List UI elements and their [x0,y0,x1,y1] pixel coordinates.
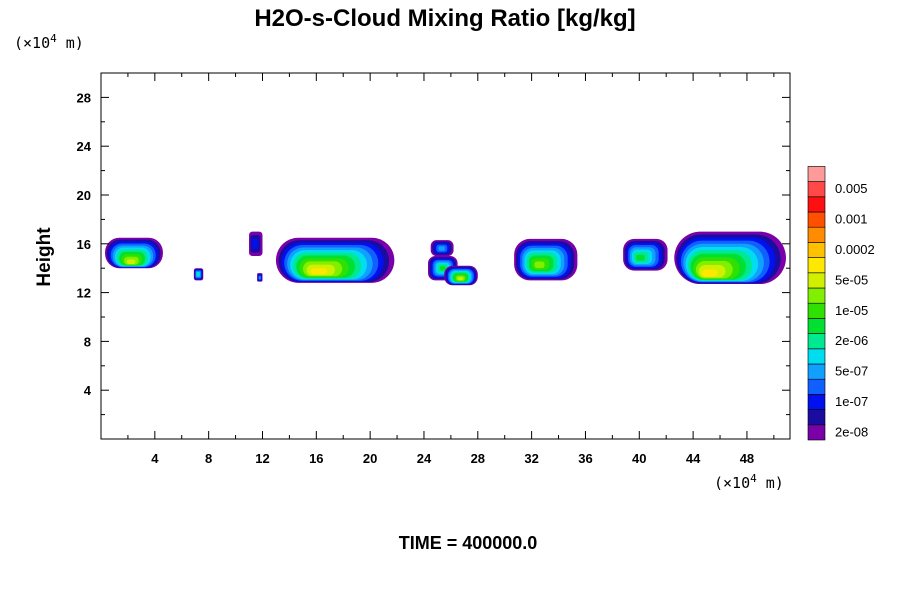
cloud-patch [444,265,478,286]
x-unit-label: (×104 m) [714,472,784,492]
plot-frame [100,72,791,440]
contour-band [252,238,258,249]
legend-label: 2e-08 [835,424,868,439]
x-tick-label: 20 [363,451,377,466]
contour-band [197,273,200,276]
legend-swatch [807,242,826,258]
x-tick-label: 32 [524,451,538,466]
legend-label: 0.005 [835,181,868,196]
cloud-patch [275,237,395,283]
legend-swatch [807,348,826,365]
cloud-patch [193,268,204,281]
y-tick-label: 8 [84,334,91,349]
legend-swatch [807,318,826,334]
contour-band [310,268,328,275]
contour-band [534,261,545,269]
cloud-field-layer [105,231,786,286]
legend-swatch [807,211,826,228]
contour-band [440,265,446,271]
y-tick-label: 4 [84,383,92,398]
cloud-patch [249,231,263,256]
x-tick-label: 8 [205,451,212,466]
x-tick-label: 12 [255,451,269,466]
contour-band [702,269,718,277]
legend-swatch [807,409,826,426]
y-tick-label: 24 [77,139,92,154]
y-tick-label: 12 [77,286,91,301]
contour-band [438,246,445,251]
legend-swatch [807,333,826,350]
x-tick-label: 28 [471,451,485,466]
legend-swatch [807,424,826,441]
cloud-patch [105,237,163,269]
x-tick-label: 4 [151,451,159,466]
legend-swatch [807,181,826,198]
legend-label: 5e-05 [835,272,868,287]
legend-label: 1e-07 [835,394,868,409]
legend-swatch [807,166,826,182]
y-tick-label: 28 [77,90,91,105]
contour-band [259,276,261,279]
y-unit-exponent: 4 [50,32,57,45]
contour-band [636,254,645,261]
cloud-patch [430,240,454,256]
x-tick-label: 16 [309,451,323,466]
contour-band [126,259,136,265]
x-tick-label: 44 [686,451,701,466]
x-tick-label: 24 [417,451,432,466]
legend-swatch [807,363,826,380]
cloud-patch [514,238,578,281]
cloud-patch [674,231,786,285]
contour-band [457,277,463,281]
y-unit-label: (×104 m) [14,32,84,52]
legend-swatch [807,302,826,319]
time-label: TIME = 400000.0 [399,533,538,553]
legend-label: 0.0002 [835,242,875,257]
legend-swatch [807,226,826,243]
legend-label: 2e-06 [835,333,868,348]
x-tick-label: 48 [740,451,754,466]
color-legend: 2e-08 1e-07 5e-07 2e-06 1e-05 5e-05 0.0002 0.00… [807,166,875,441]
legend-swatch [807,196,826,213]
legend-swatch [807,272,826,289]
legend-swatch [807,257,826,274]
legend-label: 0.001 [835,212,868,227]
x-unit-prefix: (×10 [714,474,750,492]
legend-label: 1e-05 [835,303,868,318]
legend-swatch [807,287,826,304]
cloud-patch [257,273,263,282]
x-tick-label: 36 [578,451,592,466]
legend-swatch [807,378,826,395]
legend-label: 5e-07 [835,364,868,379]
y-tick-label: 16 [77,237,91,252]
y-tick-label: 20 [77,188,91,203]
chart-title: H2O-s-Cloud Mixing Ratio [kg/kg] [254,5,635,32]
x-unit-suffix: m) [757,474,784,492]
cloud-patch [623,238,668,271]
y-axis-title: Height [34,227,55,287]
y-unit-suffix: m) [57,34,84,52]
x-tick-label: 40 [632,451,646,466]
legend-swatch [807,394,826,410]
x-unit-exponent: 4 [750,472,757,485]
y-unit-prefix: (×10 [14,34,50,52]
